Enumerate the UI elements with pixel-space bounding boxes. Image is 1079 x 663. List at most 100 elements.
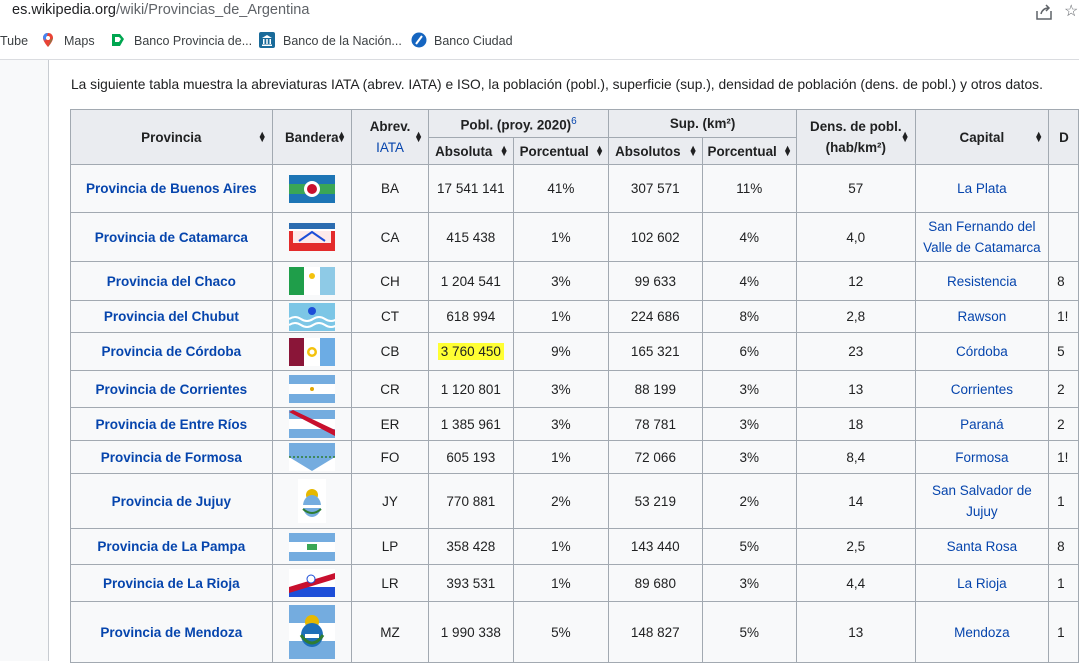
header-capital[interactable]: Capital ▲ ▼: [914, 109, 1050, 165]
capital-link[interactable]: La Plata: [957, 181, 1007, 196]
capital-link[interactable]: Mendoza: [954, 624, 1010, 640]
star-icon[interactable]: ☆: [1064, 3, 1079, 20]
capital-link[interactable]: San Fernando del Valle de Catamarca: [923, 219, 1041, 255]
capital-link[interactable]: Córdoba: [955, 344, 1008, 359]
capital-link[interactable]: Santa Rosa: [946, 539, 1018, 554]
sup-cell: 307 571: [608, 164, 703, 213]
abrev-cell: JY: [350, 473, 430, 529]
header-label: Pobl. (proy. 2020): [460, 117, 572, 133]
province-link[interactable]: Provincia de Córdoba: [101, 344, 242, 359]
province-link[interactable]: Provincia de Formosa: [100, 449, 242, 465]
capital-link[interactable]: Rawson: [957, 309, 1007, 324]
share-icon[interactable]: [1034, 3, 1054, 21]
header-label: Abrev.: [369, 119, 411, 134]
dens-cell: 18: [796, 407, 916, 441]
header-next[interactable]: D: [1048, 109, 1079, 165]
header-provincia[interactable]: Provincia ▲ ▼: [70, 109, 273, 165]
abrev-cell: BA: [350, 164, 430, 213]
sort-icon[interactable]: ▲ ▼: [257, 129, 267, 144]
header-pobl-porcentual[interactable]: Porcentual ▲ ▼: [512, 137, 610, 165]
province-link[interactable]: Provincia de Mendoza: [100, 624, 243, 640]
bookmark-banco-provincia[interactable]: Banco Provincia de...: [134, 34, 253, 48]
sup-cell: 53 219: [608, 473, 703, 529]
capital-link[interactable]: Paraná: [960, 416, 1004, 432]
province-link[interactable]: Provincia de Entre Ríos: [95, 416, 248, 432]
pobl-pct-cell: 9%: [512, 332, 610, 371]
capital-link[interactable]: Resistencia: [946, 273, 1017, 289]
header-sup-absolutos[interactable]: Absolutos ▲ ▼: [608, 137, 703, 165]
flag-cell: [271, 601, 353, 663]
bookmark-youtube[interactable]: Tube: [0, 34, 29, 48]
header-bandera[interactable]: Bandera ▲ ▼: [271, 109, 353, 165]
table-row: Provincia de La Pampa LP 358 428 1% 143 …: [70, 528, 1079, 565]
bank-provincia-icon: [112, 34, 124, 46]
sup-cell: 89 680: [608, 564, 703, 602]
province-link[interactable]: Provincia de Corrientes: [95, 381, 248, 397]
address-bar[interactable]: es.wikipedia.org/wiki/Provincias_de_Arge…: [0, 0, 1079, 25]
flag-cell: [271, 261, 353, 301]
flag-cell: [271, 528, 353, 565]
flag-formosa[interactable]: [288, 443, 335, 471]
sort-icon[interactable]: ▲ ▼: [414, 129, 424, 144]
sort-icon[interactable]: ▲ ▼: [499, 143, 509, 158]
flag-la-pampa[interactable]: [288, 532, 335, 561]
sup-cell: 165 321: [608, 332, 703, 371]
flag-cell: [271, 212, 353, 262]
pobl-cell: 618 994: [428, 300, 514, 333]
province-link[interactable]: Provincia de Buenos Aires: [86, 181, 257, 196]
capital-cell: Paraná: [914, 407, 1050, 441]
flag-mendoza[interactable]: [288, 605, 335, 659]
province-link[interactable]: Provincia del Chaco: [106, 273, 236, 289]
province-link[interactable]: Provincia de La Pampa: [97, 539, 246, 554]
pobl-cell: 393 531: [428, 564, 514, 602]
pobl-pct-cell: 1%: [512, 440, 610, 474]
header-sup-porcentual[interactable]: Porcentual ▲ ▼: [701, 137, 798, 165]
dens-cell: 4,4: [796, 564, 916, 602]
pobl-value: 605 193: [446, 449, 496, 465]
sup-pct-cell: 11%: [701, 164, 798, 213]
header-label-unit: (hab/km²): [825, 140, 886, 155]
flag-cordoba[interactable]: [288, 337, 335, 366]
next-col-cell: [1048, 164, 1079, 213]
capital-link[interactable]: San Salvador de Jujuy: [931, 483, 1032, 519]
province-link[interactable]: Provincia de Jujuy: [111, 493, 231, 509]
capital-cell: Formosa: [914, 440, 1050, 474]
capital-link[interactable]: Formosa: [955, 449, 1009, 465]
capital-link[interactable]: La Rioja: [957, 575, 1007, 591]
bookmark-banco-nacion[interactable]: Banco de la Nación...: [283, 34, 402, 48]
bookmark-banco-ciudad[interactable]: Banco Ciudad: [434, 34, 513, 48]
sort-icon[interactable]: ▲ ▼: [688, 143, 698, 158]
province-link[interactable]: Provincia de Catamarca: [94, 229, 248, 245]
flag-corrientes[interactable]: [288, 375, 335, 403]
header-abrev[interactable]: Abrev. IATA ▲ ▼: [350, 109, 430, 165]
header-label: Absolutos: [615, 143, 681, 159]
sort-icon[interactable]: ▲ ▼: [900, 129, 910, 144]
pobl-cell: 1 120 801: [428, 370, 514, 408]
flag-jujuy[interactable]: [289, 479, 335, 523]
sort-icon[interactable]: ▲ ▼: [783, 143, 793, 158]
flag-la-rioja[interactable]: [288, 569, 335, 597]
flag-chubut[interactable]: [288, 302, 335, 331]
abrev-cell: CH: [350, 261, 430, 301]
header-pobl-absoluta[interactable]: Absoluta ▲ ▼: [428, 137, 514, 165]
url-text[interactable]: es.wikipedia.org/wiki/Provincias_de_Arge…: [12, 2, 309, 18]
flag-chaco[interactable]: [288, 267, 335, 295]
iata-link[interactable]: IATA: [376, 140, 404, 155]
flag-buenos-aires[interactable]: [288, 174, 335, 203]
sup-cell: 72 066: [608, 440, 703, 474]
flag-entre-rios[interactable]: [288, 410, 335, 438]
sort-icon[interactable]: ▲ ▼: [1034, 129, 1044, 144]
table-row: Provincia del Chaco CH 1 204 541 3% 99 6…: [70, 261, 1079, 301]
header-densidad[interactable]: Dens. de pobl. (hab/km²) ▲ ▼: [796, 109, 916, 165]
province-link[interactable]: Provincia de La Rioja: [103, 575, 240, 591]
sup-pct-cell: 3%: [701, 407, 798, 441]
pobl-value: 393 531: [446, 575, 496, 591]
ref-link[interactable]: 6: [571, 115, 577, 127]
flag-catamarca[interactable]: [288, 223, 335, 251]
sort-icon[interactable]: ▲ ▼: [337, 129, 346, 144]
bookmark-maps[interactable]: Maps: [64, 34, 95, 48]
capital-link[interactable]: Corrientes: [950, 381, 1013, 397]
sort-icon[interactable]: ▲ ▼: [595, 143, 605, 158]
abrev-cell: FO: [350, 440, 430, 474]
province-link[interactable]: Provincia del Chubut: [103, 309, 239, 324]
